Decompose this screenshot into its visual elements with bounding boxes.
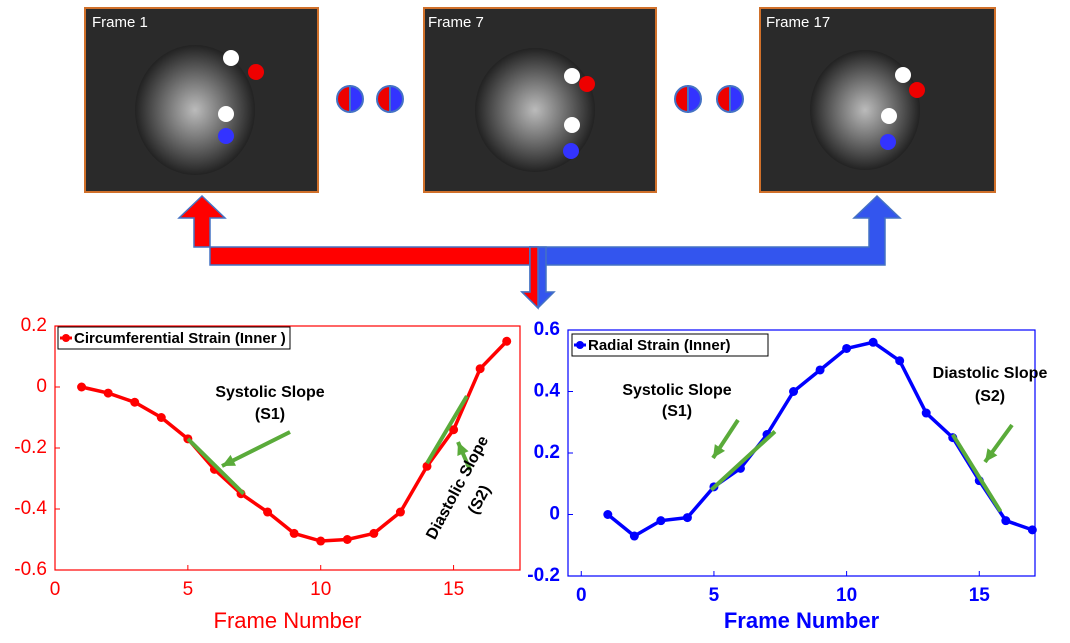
point <box>476 364 485 373</box>
point <box>603 510 612 519</box>
x-axis-label: Frame Number <box>214 608 362 633</box>
point <box>343 535 352 544</box>
y-tick-label: -0.2 <box>527 565 560 586</box>
point <box>630 532 639 541</box>
y-tick-label: 0.2 <box>534 442 560 463</box>
point <box>77 383 86 392</box>
frame-label: Frame 1 <box>92 14 148 31</box>
x-axis-label: Frame Number <box>724 608 880 633</box>
point <box>130 398 139 407</box>
y-tick-label: -0.4 <box>14 498 47 519</box>
point <box>502 337 511 346</box>
y-tick-label: 0.4 <box>534 381 561 402</box>
slope-line <box>711 431 775 489</box>
annotation: Systolic Slope <box>622 382 731 399</box>
point <box>922 409 931 418</box>
y-tick-label: 0 <box>549 504 560 525</box>
point <box>290 529 299 538</box>
point <box>895 356 904 365</box>
legend-marker <box>576 341 584 349</box>
x-tick-label: 10 <box>836 585 857 606</box>
annotation: (S2) <box>975 388 1005 405</box>
x-tick-label: 15 <box>969 585 991 606</box>
y-tick-label: -0.2 <box>14 437 47 458</box>
x-tick-label: 10 <box>310 579 331 600</box>
x-tick-label: 5 <box>709 585 720 606</box>
point <box>396 508 405 517</box>
arrows <box>179 196 900 308</box>
point <box>683 513 692 522</box>
x-tick-label: 0 <box>50 579 61 600</box>
point <box>157 413 166 422</box>
legend-label: Circumferential Strain (Inner ) <box>74 330 286 347</box>
y-tick-label: 0.2 <box>21 315 47 336</box>
frame-label: Frame 17 <box>766 14 830 31</box>
point <box>369 529 378 538</box>
plot-frame <box>55 326 520 570</box>
y-tick-label: -0.6 <box>14 559 47 580</box>
legend-label: Radial Strain (Inner) <box>588 337 731 354</box>
annotation: (S2) <box>465 483 494 518</box>
legend-marker <box>62 334 70 342</box>
point <box>656 516 665 525</box>
frame-image <box>135 45 255 175</box>
figure: Frame 1 Frame 7 Frame 17 -0.6 -0.4 -0.2 0 0.… <box>0 0 1070 638</box>
point <box>869 338 878 347</box>
point <box>1001 516 1010 525</box>
x-tick-label: 0 <box>576 585 587 606</box>
point <box>316 537 325 546</box>
point <box>104 389 113 398</box>
point <box>789 387 798 396</box>
point <box>263 508 272 517</box>
x-tick-label: 5 <box>183 579 194 600</box>
y-tick-label: 0 <box>36 376 47 397</box>
y-tick-label: 0.6 <box>534 319 560 340</box>
x-tick-label: 15 <box>443 579 464 600</box>
frame-panels: Frame 1 Frame 7 Frame 17 <box>85 8 995 192</box>
frame-label: Frame 7 <box>428 14 484 31</box>
annotation: Systolic Slope <box>215 384 324 401</box>
point <box>842 344 851 353</box>
annotation: Diastolic Slope <box>933 365 1048 382</box>
point <box>816 365 825 374</box>
annotation: (S1) <box>255 406 285 423</box>
annotation: (S1) <box>662 403 692 420</box>
slope-line <box>953 435 1001 512</box>
point <box>1028 525 1037 534</box>
slope-line <box>188 439 244 494</box>
